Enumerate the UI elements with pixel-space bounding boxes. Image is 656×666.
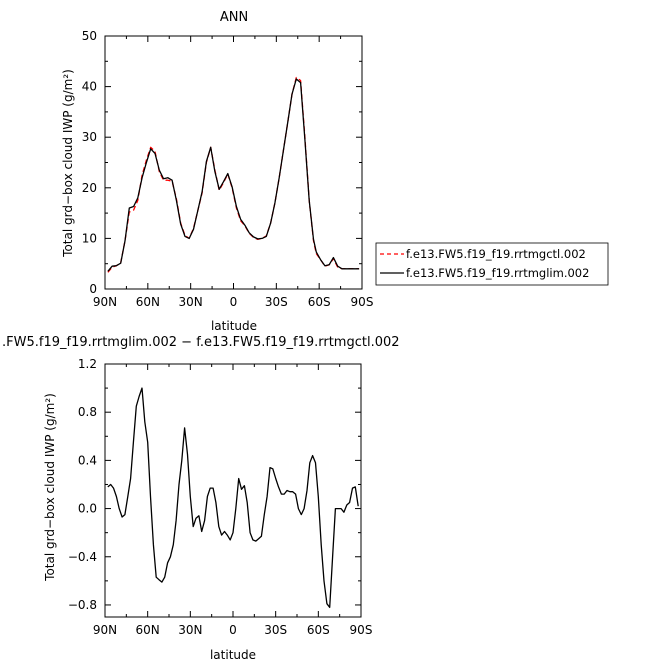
top-chart: ANN Total grd−box cloud IWP (g/m²) latit… bbox=[61, 10, 373, 333]
top-chart-ytick-label: 40 bbox=[82, 80, 97, 94]
bottom-chart-ticks: 90N 60N 30N 0 30S 60S 90S −0.8 −0.4 0.0 0.4 0.8 1.2 bbox=[68, 357, 373, 637]
legend: f.e13.FW5.f19_f19.rrtmgctl.002 f.e13.FW5… bbox=[375, 242, 609, 286]
top-chart-xtick-label: 30N bbox=[179, 295, 203, 309]
bottom-chart-ytick-label: 0.8 bbox=[78, 405, 97, 419]
top-chart-ylabel: Total grd−box cloud IWP (g/m²) bbox=[61, 69, 75, 258]
top-chart-ticks: 90N 60N 30N 0 30S 60S 90S 0 10 20 30 40 50 bbox=[82, 29, 374, 309]
bottom-chart-xtick-label: 30N bbox=[178, 623, 202, 637]
bottom-chart-xtick-label: 30S bbox=[264, 623, 287, 637]
top-chart-series-line-1 bbox=[107, 78, 360, 272]
top-chart-xtick-label: 30S bbox=[265, 295, 288, 309]
top-chart-title: ANN bbox=[220, 10, 248, 25]
bottom-chart-series-line-0 bbox=[107, 387, 359, 609]
top-chart-frame bbox=[104, 35, 363, 290]
top-chart-ytick-label: 0 bbox=[89, 282, 97, 296]
bottom-chart-xtick-label: 90N bbox=[93, 623, 117, 637]
top-chart-xlabel: latitude bbox=[211, 319, 257, 333]
bottom-chart-series bbox=[107, 387, 359, 609]
top-chart-xtick-label: 90S bbox=[351, 295, 374, 309]
top-chart-ytick-label: 30 bbox=[82, 130, 97, 144]
legend-label-ctl: f.e13.FW5.f19_f19.rrtmgctl.002 bbox=[406, 247, 586, 261]
top-chart-xtick-label: 0 bbox=[230, 295, 238, 309]
bottom-chart-ytick-label: −0.8 bbox=[68, 598, 97, 612]
bottom-chart-frame bbox=[104, 363, 362, 618]
bottom-chart-ytick-label: 1.2 bbox=[78, 357, 97, 371]
top-chart-ytick-label: 10 bbox=[82, 231, 97, 245]
bottom-chart-xtick-label: 60S bbox=[307, 623, 330, 637]
legend-box bbox=[375, 242, 609, 286]
bottom-chart-ytick-label: −0.4 bbox=[68, 550, 97, 564]
bottom-chart-title: .FW5.f19_f19.rrtmglim.002 − f.e13.FW5.f1… bbox=[2, 335, 400, 350]
top-chart-xtick-label: 90N bbox=[93, 295, 117, 309]
top-chart-ytick-label: 20 bbox=[82, 181, 97, 195]
bottom-chart-xtick-label: 0 bbox=[229, 623, 237, 637]
bottom-chart-xtick-label: 60N bbox=[136, 623, 160, 637]
top-chart-xtick-label: 60N bbox=[136, 295, 160, 309]
top-chart-series bbox=[107, 76, 360, 273]
bottom-chart: .FW5.f19_f19.rrtmglim.002 − f.e13.FW5.f1… bbox=[2, 335, 400, 662]
bottom-chart-xlabel: latitude bbox=[210, 648, 256, 662]
top-chart-series-line-0 bbox=[107, 76, 360, 273]
bottom-chart-ytick-label: 0.4 bbox=[78, 453, 97, 467]
top-chart-xtick-label: 60S bbox=[308, 295, 331, 309]
bottom-chart-xtick-label: 90S bbox=[350, 623, 373, 637]
top-chart-ytick-label: 50 bbox=[82, 29, 97, 43]
legend-label-lim: f.e13.FW5.f19_f19.rrtmglim.002 bbox=[406, 266, 589, 280]
bottom-chart-ytick-label: 0.0 bbox=[78, 502, 97, 516]
bottom-chart-ylabel: Total grd−box cloud IWP (g/m²) bbox=[43, 393, 57, 582]
